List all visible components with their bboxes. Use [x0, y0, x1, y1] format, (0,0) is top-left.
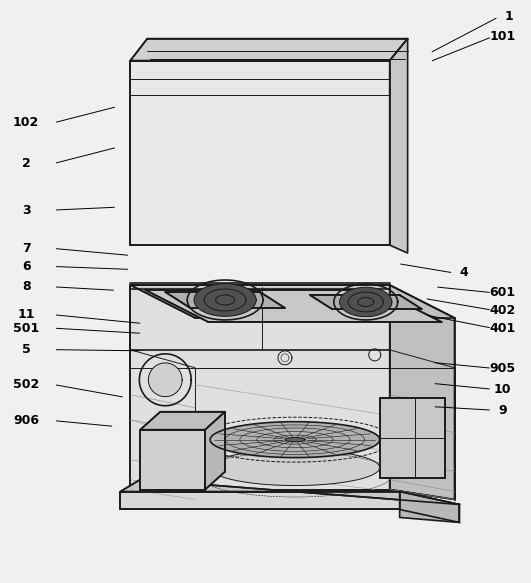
Polygon shape — [121, 491, 400, 510]
Text: 501: 501 — [13, 322, 39, 335]
Text: 11: 11 — [18, 308, 35, 321]
Polygon shape — [205, 412, 225, 490]
Text: 9: 9 — [499, 403, 507, 417]
Text: 101: 101 — [490, 30, 516, 43]
Text: 906: 906 — [13, 414, 39, 427]
Polygon shape — [140, 430, 205, 490]
Text: 402: 402 — [490, 304, 516, 317]
Polygon shape — [145, 290, 442, 322]
Polygon shape — [210, 422, 380, 458]
Polygon shape — [121, 480, 459, 504]
Text: 8: 8 — [22, 280, 30, 293]
Text: 502: 502 — [13, 378, 39, 391]
Polygon shape — [140, 412, 225, 430]
Polygon shape — [210, 449, 380, 486]
Text: 1: 1 — [505, 10, 513, 23]
Polygon shape — [148, 363, 182, 396]
Polygon shape — [130, 38, 408, 61]
Polygon shape — [194, 283, 256, 317]
Polygon shape — [400, 491, 459, 522]
Polygon shape — [340, 287, 392, 317]
Text: 401: 401 — [490, 322, 516, 335]
Polygon shape — [380, 398, 444, 477]
Text: 10: 10 — [494, 382, 511, 396]
Text: 7: 7 — [22, 242, 30, 255]
Text: 2: 2 — [22, 157, 30, 170]
Text: 102: 102 — [13, 117, 39, 129]
Polygon shape — [285, 437, 305, 442]
Text: 601: 601 — [490, 286, 516, 299]
Polygon shape — [130, 61, 390, 245]
Polygon shape — [310, 295, 422, 309]
Text: 3: 3 — [22, 203, 30, 216]
Text: 905: 905 — [490, 362, 516, 375]
Text: 4: 4 — [460, 266, 468, 279]
Polygon shape — [390, 38, 408, 253]
Polygon shape — [130, 285, 455, 318]
Text: 6: 6 — [22, 260, 30, 273]
Polygon shape — [130, 285, 390, 490]
Text: 5: 5 — [22, 343, 30, 356]
Polygon shape — [390, 285, 455, 500]
Polygon shape — [165, 292, 285, 308]
